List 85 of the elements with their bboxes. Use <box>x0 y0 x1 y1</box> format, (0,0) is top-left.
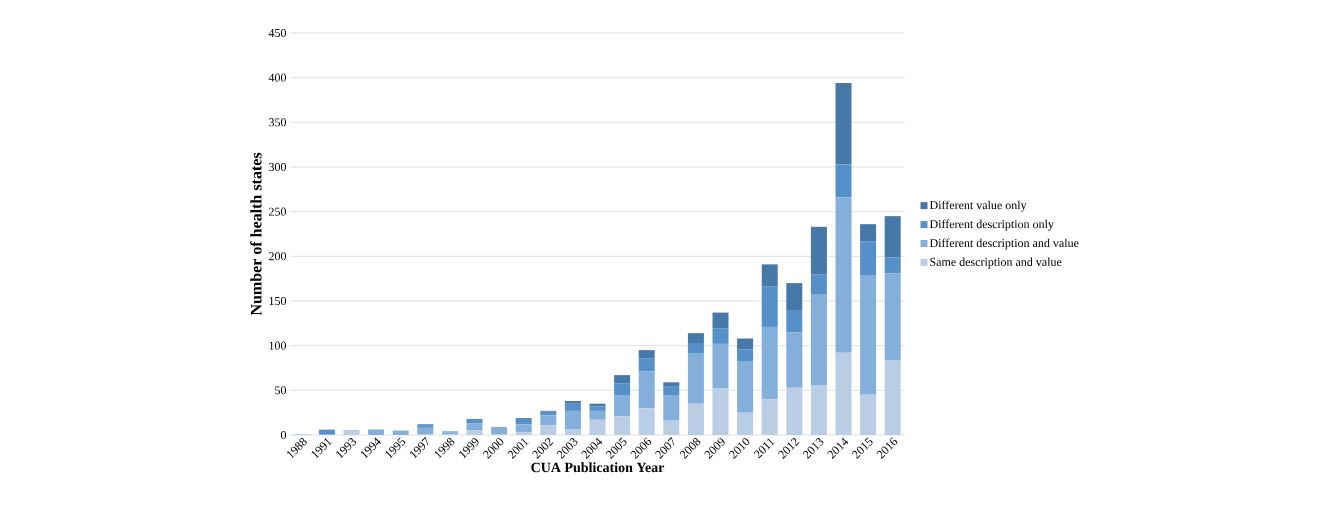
bar <box>638 350 655 359</box>
bar <box>835 164 852 198</box>
legend-label: Different description only <box>929 219 1054 231</box>
bar <box>540 415 557 426</box>
legend-label: Same description and value <box>930 257 1062 269</box>
x-tick-label: 1999 <box>459 438 479 459</box>
y-tick-label: 50 <box>275 386 287 395</box>
y-tick-label: 200 <box>269 252 287 261</box>
bar <box>860 275 877 395</box>
bar <box>368 429 385 435</box>
bar <box>737 412 754 435</box>
bar <box>638 371 655 409</box>
bar <box>417 427 434 435</box>
bar <box>737 349 754 362</box>
bar <box>761 286 778 327</box>
bar <box>884 216 901 258</box>
bar <box>761 264 778 287</box>
bar <box>564 429 581 435</box>
bar <box>835 83 852 165</box>
bar <box>761 326 778 400</box>
bar <box>638 358 655 372</box>
legend-label: Different description and value <box>929 238 1079 250</box>
bar <box>614 395 631 417</box>
bar <box>712 388 729 435</box>
bar <box>515 432 532 435</box>
bar <box>318 429 335 435</box>
bar <box>564 403 581 411</box>
bar <box>884 273 901 360</box>
bar <box>589 406 606 411</box>
bar <box>884 257 901 274</box>
bar <box>810 294 827 385</box>
bar <box>860 241 877 276</box>
bar <box>712 343 729 389</box>
bar <box>589 410 606 420</box>
bar <box>392 430 409 435</box>
bar <box>687 343 704 354</box>
bar <box>564 401 581 404</box>
bar <box>786 310 803 333</box>
bar <box>491 426 508 435</box>
y-tick-label: 300 <box>269 162 287 172</box>
bar <box>810 384 827 435</box>
bar <box>663 420 680 435</box>
x-axis-title: CUA Publication Year <box>531 462 665 473</box>
bar <box>687 403 704 435</box>
bar <box>786 387 803 435</box>
legend-label: Different value only <box>929 200 1027 212</box>
bar <box>761 399 778 435</box>
bar <box>810 274 827 295</box>
bar <box>786 332 803 388</box>
bar <box>860 224 877 242</box>
bar <box>884 359 901 435</box>
bar <box>638 408 655 435</box>
x-tick-label: 1993 <box>336 438 356 459</box>
bar <box>614 416 631 435</box>
y-tick-label: 100 <box>269 341 287 350</box>
bar <box>663 382 680 387</box>
bar <box>687 353 704 404</box>
y-tick-label: 450 <box>268 28 287 38</box>
bar <box>540 425 557 435</box>
y-tick-label: 400 <box>268 73 287 82</box>
bar <box>712 312 729 329</box>
y-tick-label: 150 <box>269 296 287 306</box>
bar <box>835 352 852 435</box>
bar <box>589 419 606 435</box>
bar <box>712 328 729 344</box>
bar <box>614 375 631 384</box>
bar <box>860 394 877 435</box>
bar <box>515 424 532 433</box>
y-tick-label: 0 <box>280 430 287 440</box>
bar <box>515 418 532 425</box>
bar <box>737 361 754 413</box>
bar <box>466 423 483 431</box>
bar <box>810 226 827 275</box>
bar <box>835 197 852 353</box>
bar <box>687 333 704 344</box>
bar <box>737 338 754 350</box>
bar <box>663 386 680 396</box>
bar <box>614 383 631 396</box>
y-axis-title: Number of health states <box>250 152 262 316</box>
bar <box>786 283 803 311</box>
bar <box>564 410 581 430</box>
y-tick-label: 350 <box>269 118 287 127</box>
bar <box>663 395 680 421</box>
y-tick-label: 250 <box>269 207 287 216</box>
bar <box>466 430 483 435</box>
